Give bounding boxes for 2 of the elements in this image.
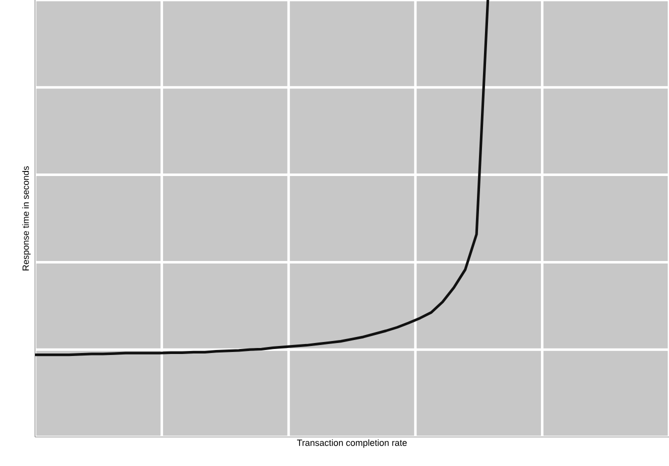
x-axis-title: Transaction completion rate: [297, 439, 407, 448]
y-axis-title: Response time in seconds: [22, 166, 31, 270]
